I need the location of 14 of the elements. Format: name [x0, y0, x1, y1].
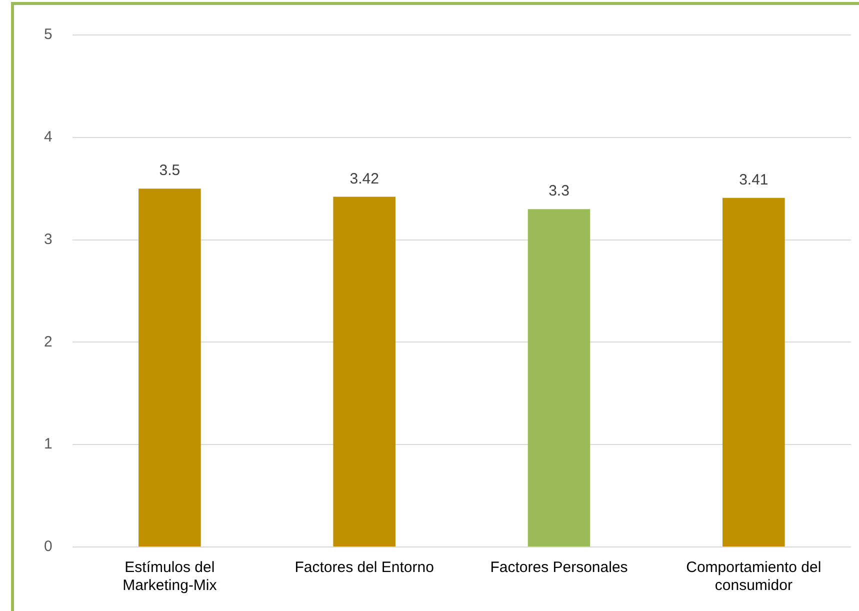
x-tick-label: Factores del Entorno — [294, 559, 434, 576]
data-label: 3.42 — [350, 170, 379, 188]
y-tick-label: 2 — [44, 333, 52, 350]
x-tick-label: Factores Personales — [490, 559, 628, 576]
y-tick-label: 1 — [44, 436, 52, 453]
data-label: 3.3 — [548, 182, 570, 200]
y-tick-label: 5 — [44, 26, 52, 44]
x-tick-label: Comportamiento del consumidor — [686, 559, 822, 594]
y-tick-label: 3 — [44, 230, 52, 248]
y-tick-label: 0 — [44, 538, 52, 556]
y-tick-label: 4 — [44, 128, 52, 146]
data-label: 3.41 — [739, 171, 768, 188]
data-label: 3.5 — [159, 162, 180, 180]
x-tick-label: Estímulos del Marketing-Mix — [122, 559, 218, 594]
